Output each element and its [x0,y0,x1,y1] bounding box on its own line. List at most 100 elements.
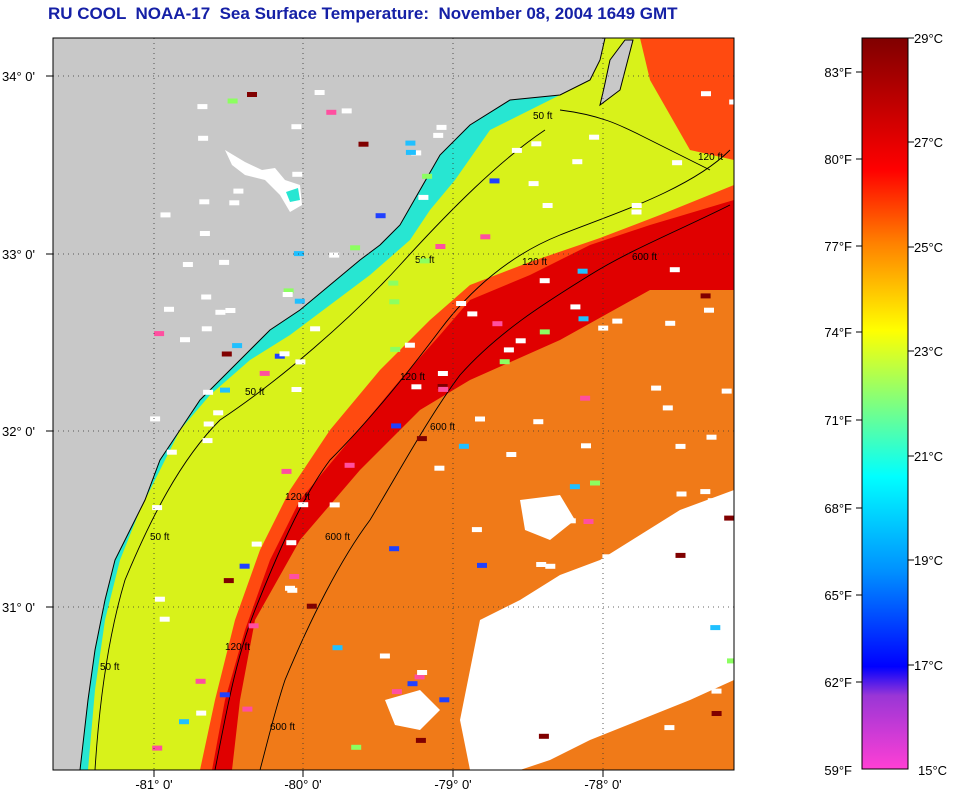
cloud-speckle [375,213,386,219]
cloud-speckle [203,421,214,427]
cloud-speckle [229,200,240,206]
isobath-label: 50 ft [533,111,553,122]
cloud-speckle [536,562,547,567]
isobath-label: 50 ft [245,387,265,398]
cloud-speckle [711,688,722,694]
cloud-speckle [570,304,581,310]
cloud-speckle [437,371,448,376]
colorbar-c-label: 15°C [918,763,947,778]
cloud-speckle [665,320,676,326]
cloud-speckle [182,262,193,267]
cloud-speckle [581,443,591,449]
cloud-speckle [295,359,306,365]
land-mass [53,38,605,770]
cloud-speckle [221,351,232,357]
cloud-speckle [326,109,337,115]
colorbar-c-label: 23°C [914,344,943,359]
isobath-label: 600 ft [325,532,350,543]
cloud-speckle [292,171,303,177]
cloud-speckle [239,563,250,569]
cloud-speckle [199,199,210,205]
cloud-speckle [152,745,163,751]
cloud-speckle [242,706,253,712]
cloud-speckle [416,436,427,442]
cloud-speckle [247,92,257,97]
cloud-speckle [350,245,361,251]
isobath-50ft [559,109,711,171]
cloud-speckle [631,655,642,660]
cloud-speckle [589,134,600,140]
inland-lake [225,150,302,212]
colorbar-c-label: 27°C [914,135,943,150]
lat-label: 33° 0' [2,247,35,262]
cloud-speckle [220,387,230,393]
cloud-speckle [492,321,503,327]
cloud-speckle [195,678,206,684]
cloud-speckle [533,419,544,425]
cloud-speckle [711,711,722,716]
cloud-speckle [698,627,709,633]
lat-label: 31° 0' [2,600,35,615]
cloud-speckle [417,670,428,675]
cloud-mask-small [520,495,575,540]
cloud-speckle [201,326,212,332]
cloud-speckle [480,234,491,240]
cloud-speckle [341,108,352,114]
cloud-speckle [202,438,213,444]
cloud-speckle [721,388,732,394]
cloud-speckle [227,98,238,104]
colorbar-f-label: 68°F [824,501,852,516]
cloud-speckle [506,452,517,457]
map-title: RU COOL NOAA-17 Sea Surface Temperature:… [48,4,678,23]
colorbar-c-label: 21°C [914,449,943,464]
cloud-speckle [233,188,244,194]
cloud-speckle [422,173,433,179]
cloud-speckle [489,178,500,184]
colorbar-f-label: 74°F [824,325,852,340]
cloud-speckle [435,244,446,249]
cloud-speckle [531,141,542,147]
cloud-speckle [160,212,171,218]
cloud-speckle [152,505,163,511]
cloud-speckle [306,603,317,609]
cloud-speckle [533,672,543,678]
cloud-speckle [415,737,426,743]
cloud-speckle [436,124,447,130]
cloud-speckle [539,278,550,284]
cloud-speckle [672,160,683,166]
cloud-speckle [475,416,485,422]
cloud-speckle [310,326,321,332]
cloud-speckle [390,346,401,352]
cloud-speckle [458,443,469,449]
cloud-speckle [662,405,673,411]
cloud-speckle [285,585,295,591]
graticule [53,38,734,770]
cloud-speckle [405,149,416,155]
isobath-label: 600 ft [632,252,657,263]
cloud-speckle [159,616,170,622]
cloud-speckle [219,692,230,698]
colorbar-c-label: 17°C [914,658,943,673]
cloud-speckle [282,292,293,297]
cloud-mask-small [385,690,440,730]
cloud-speckle [411,384,422,390]
cloud-speckle [701,91,711,97]
colorbar-c-label: 25°C [914,240,943,255]
cloud-speckle [710,625,721,631]
cloud-speckle [664,725,675,731]
isobath-label: 600 ft [430,422,455,433]
cloud-speckle [556,603,567,609]
isobath-label: 50 ft [100,662,120,673]
cloud-speckle [669,267,680,273]
cloud-speckle [724,531,734,537]
cloud-speckle [154,596,165,602]
cloud-speckle [729,99,734,105]
cloud-speckle [542,203,553,208]
cloud-speckle [389,546,400,552]
cloud-speckle [528,181,539,187]
cloud-speckle [154,331,165,337]
colorbar-f-label: 59°F [824,763,852,778]
colorbar-f-label: 77°F [824,239,852,254]
cloud-speckle [538,733,549,739]
cloud-speckle [651,385,662,391]
